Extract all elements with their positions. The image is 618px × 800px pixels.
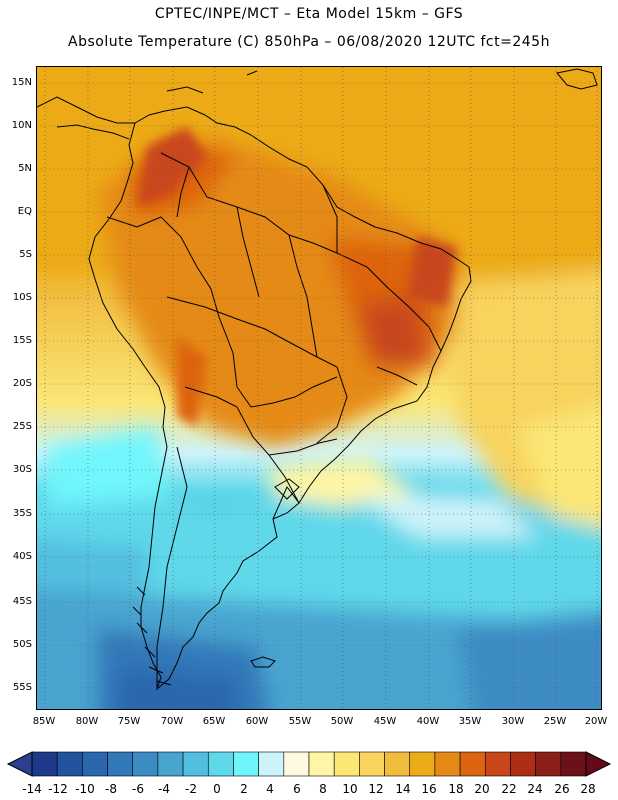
lat-tick-label: 50S — [12, 639, 32, 650]
colorbar-over-arrow — [585, 751, 612, 777]
colorbar-swatch — [409, 751, 436, 777]
colorbar-swatch — [434, 751, 461, 777]
temperature-map[interactable] — [36, 66, 602, 710]
colorbar-label: 28 — [580, 782, 596, 796]
colorbar-label: 12 — [368, 782, 384, 796]
colorbar-label: 14 — [395, 782, 411, 796]
lon-tick-label: 55W — [288, 716, 312, 727]
colorbar-label: -8 — [105, 782, 117, 796]
lat-tick-label: 15S — [12, 335, 32, 346]
lat-tick-label: 5N — [18, 163, 32, 174]
lat-tick-label: 40S — [12, 551, 32, 562]
colorbar-label: 20 — [474, 782, 490, 796]
colorbar-swatch — [560, 751, 587, 777]
colorbar-label: 6 — [293, 782, 301, 796]
colorbar-label: -14 — [22, 782, 42, 796]
andes-warm-spots — [137, 127, 457, 427]
colorbar-swatch — [31, 751, 58, 777]
lat-tick-label: 15N — [11, 77, 32, 88]
lon-tick-label: 50W — [330, 716, 354, 727]
lat-tick-label: 20S — [12, 378, 32, 389]
colorbar-label: 26 — [554, 782, 570, 796]
colorbar-swatch — [82, 751, 108, 777]
lat-tick-label: 45S — [12, 596, 32, 607]
lat-tick-label: 30S — [12, 464, 32, 475]
colorbar-label: 16 — [421, 782, 437, 796]
lon-tick-label: 30W — [501, 716, 525, 727]
colorbar-swatch — [258, 751, 285, 777]
colorbar-swatch — [459, 751, 486, 777]
colorbar-swatch — [233, 751, 259, 777]
map-title-line1: CPTEC/INPE/MCT – Eta Model 15km – GFS — [154, 6, 464, 22]
colorbar-swatch — [56, 751, 83, 777]
lat-lon-grid — [37, 67, 601, 709]
lat-tick-label: 35S — [12, 508, 32, 519]
lon-tick-label: 85W — [32, 716, 56, 727]
map-title-line2: Absolute Temperature (C) 850hPa – 06/08/… — [68, 34, 550, 50]
colorbar-label: 22 — [501, 782, 517, 796]
colorbar-label: -4 — [158, 782, 170, 796]
colorbar-swatch — [384, 751, 411, 777]
lon-tick-label: 35W — [458, 716, 482, 727]
colorbar-label: 18 — [448, 782, 464, 796]
map-canvas — [37, 67, 601, 709]
lat-tick-label: 10S — [12, 292, 32, 303]
colorbar-swatch — [107, 751, 134, 777]
colorbar-label: 4 — [266, 782, 274, 796]
lat-tick-label: 25S — [12, 421, 32, 432]
lon-tick-label: 65W — [202, 716, 226, 727]
colorbar-swatch — [182, 751, 209, 777]
lat-tick-label: EQ — [17, 206, 32, 217]
lon-tick-label: 60W — [245, 716, 269, 727]
lon-tick-label: 20W — [584, 716, 608, 727]
lat-tick-label: 10N — [11, 120, 32, 131]
color-legend — [6, 751, 612, 777]
lon-tick-label: 40W — [416, 716, 440, 727]
lat-tick-label: 5S — [19, 249, 32, 260]
lat-tick-label: 55S — [12, 682, 32, 693]
lon-tick-label: 70W — [160, 716, 184, 727]
coastlines — [37, 68, 598, 691]
colorbar-swatch — [359, 751, 385, 777]
colorbar-swatch — [333, 751, 360, 777]
colorbar-under-arrow — [6, 751, 33, 777]
colorbar-label: 0 — [213, 782, 221, 796]
lon-tick-label: 75W — [117, 716, 141, 727]
colorbar-label: -2 — [185, 782, 197, 796]
lon-tick-label: 25W — [543, 716, 567, 727]
colorbar-swatch — [484, 751, 511, 777]
colorbar-label: 24 — [527, 782, 543, 796]
lon-tick-label: 45W — [373, 716, 397, 727]
colorbar-swatch — [207, 751, 234, 777]
colorbar-swatch — [132, 751, 159, 777]
colorbar-label: 10 — [342, 782, 358, 796]
colorbar-swatch — [510, 751, 536, 777]
colorbar-swatch — [157, 751, 184, 777]
colorbar-swatch — [283, 751, 310, 777]
colorbar-label: 2 — [240, 782, 248, 796]
colorbar-swatch — [308, 751, 335, 777]
colorbar-label: -6 — [132, 782, 144, 796]
lon-tick-label: 80W — [75, 716, 99, 727]
colorbar-label: -10 — [75, 782, 95, 796]
colorbar-label: 8 — [319, 782, 327, 796]
colorbar-swatch — [535, 751, 562, 777]
colorbar-label: -12 — [48, 782, 68, 796]
